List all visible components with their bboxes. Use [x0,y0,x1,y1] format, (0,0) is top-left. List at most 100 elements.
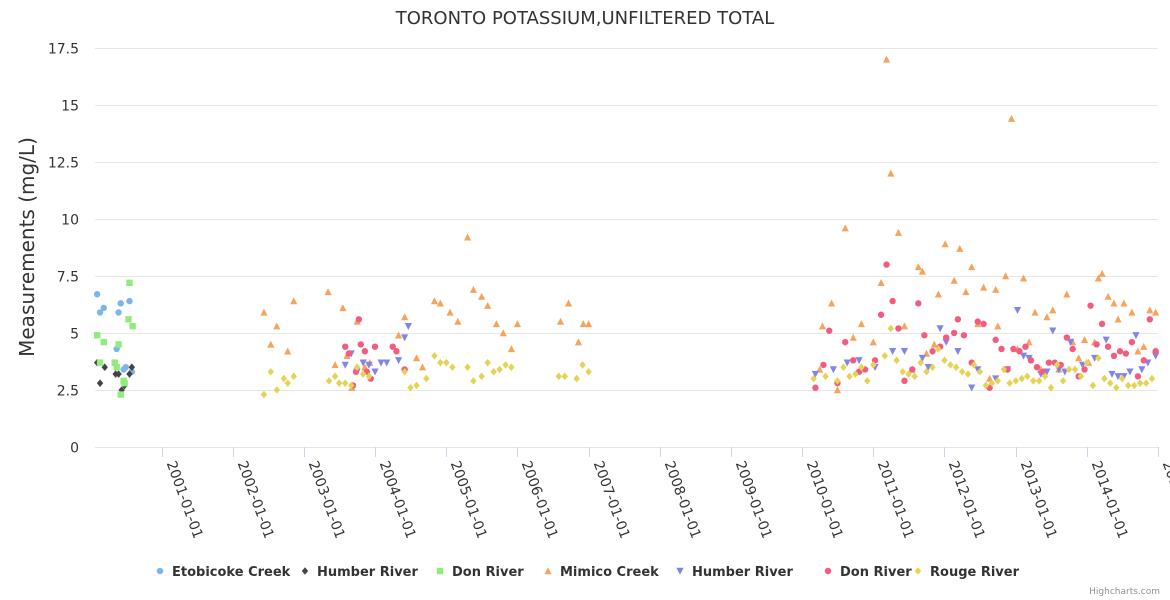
data-point[interactable] [849,333,857,341]
data-point[interactable] [401,334,409,342]
data-point[interactable] [1102,336,1110,344]
data-point[interactable] [507,345,516,353]
data-point[interactable] [490,367,497,376]
data-point[interactable] [921,332,928,339]
data-point[interactable] [1138,366,1146,374]
data-point[interactable] [564,299,573,307]
legend-item[interactable]: Etobicoke Creek [156,565,291,580]
data-point[interactable] [355,316,363,323]
data-point[interactable] [555,372,562,381]
data-point[interactable] [1065,365,1073,374]
data-point[interactable] [260,308,268,316]
data-point[interactable] [1114,373,1122,381]
data-point[interactable] [365,372,373,381]
data-point[interactable] [929,348,936,355]
data-point[interactable] [1107,379,1114,387]
legend-symbol[interactable] [914,567,922,575]
data-point[interactable] [96,359,104,366]
data-point[interactable] [899,367,906,376]
data-point[interactable] [359,370,367,378]
data-point[interactable] [365,361,373,369]
data-point[interactable] [508,363,515,371]
data-point[interactable] [1128,338,1136,346]
data-point[interactable] [1047,383,1055,392]
data-point[interactable] [1013,307,1022,314]
data-point[interactable] [923,367,930,376]
data-point[interactable] [1018,374,1025,383]
data-point[interactable] [1035,377,1043,385]
data-point[interactable] [341,361,349,369]
data-point[interactable] [1000,365,1008,374]
data-point[interactable] [1126,368,1134,376]
credits-link[interactable]: Highcharts.com [1089,587,1160,597]
data-point[interactable] [407,383,414,392]
data-point[interactable] [1049,306,1057,314]
data-point[interactable] [371,343,379,350]
data-point[interactable] [811,370,820,378]
data-point[interactable] [93,332,101,339]
data-point[interactable] [1007,114,1016,122]
data-point[interactable] [1087,302,1094,309]
data-point[interactable] [855,357,863,365]
data-point[interactable] [1049,327,1057,335]
data-point[interactable] [126,279,133,287]
data-point[interactable] [1071,365,1079,374]
data-point[interactable] [122,364,129,371]
data-point[interactable] [826,327,833,334]
data-point[interactable] [1095,354,1102,362]
data-point[interactable] [339,304,347,312]
data-point[interactable] [850,357,857,364]
data-point[interactable] [882,55,891,63]
data-point[interactable] [818,322,827,330]
data-point[interactable] [324,288,332,296]
data-point[interactable] [561,372,569,381]
data-point[interactable] [371,368,379,376]
data-point[interactable] [1059,377,1067,385]
data-point[interactable] [469,285,478,293]
data-point[interactable] [974,366,982,374]
data-point[interactable] [502,361,509,369]
data-point[interactable] [117,300,124,307]
data-point[interactable] [881,352,888,360]
data-point[interactable] [843,359,851,367]
data-point[interactable] [857,320,866,328]
data-point[interactable] [129,322,136,330]
data-point[interactable] [840,363,847,371]
data-point[interactable] [935,345,942,353]
data-point[interactable] [412,354,421,362]
data-point[interactable] [125,316,132,323]
data-point[interactable] [1019,352,1028,360]
data-point[interactable] [947,361,954,369]
data-point[interactable] [970,361,978,369]
data-point[interactable] [423,374,430,383]
data-point[interactable] [1146,316,1154,323]
data-point[interactable] [1031,308,1039,316]
data-point[interactable] [357,341,364,348]
data-point[interactable] [331,372,339,381]
data-point[interactable] [883,261,890,268]
data-point[interactable] [976,367,984,376]
data-point[interactable] [404,322,412,330]
legend-symbol[interactable] [676,567,684,575]
data-point[interactable] [126,370,133,378]
data-point[interactable] [361,348,369,355]
data-point[interactable] [900,348,909,356]
data-point[interactable] [1075,354,1083,362]
data-point[interactable] [113,364,120,371]
legend-symbol[interactable] [301,567,309,575]
data-point[interactable] [446,308,454,316]
data-point[interactable] [1025,338,1033,346]
data-point[interactable] [915,300,922,307]
data-point[interactable] [1033,364,1041,371]
data-point[interactable] [960,332,968,339]
data-point[interactable] [974,318,981,325]
data-point[interactable] [335,379,343,387]
legend-symbol[interactable] [156,567,164,575]
data-point[interactable] [1104,292,1112,300]
data-point[interactable] [273,386,281,394]
data-point[interactable] [395,331,403,339]
data-point[interactable] [982,381,990,390]
data-point[interactable] [894,228,903,236]
data-point[interactable] [994,322,1002,330]
data-point[interactable] [1094,274,1102,282]
